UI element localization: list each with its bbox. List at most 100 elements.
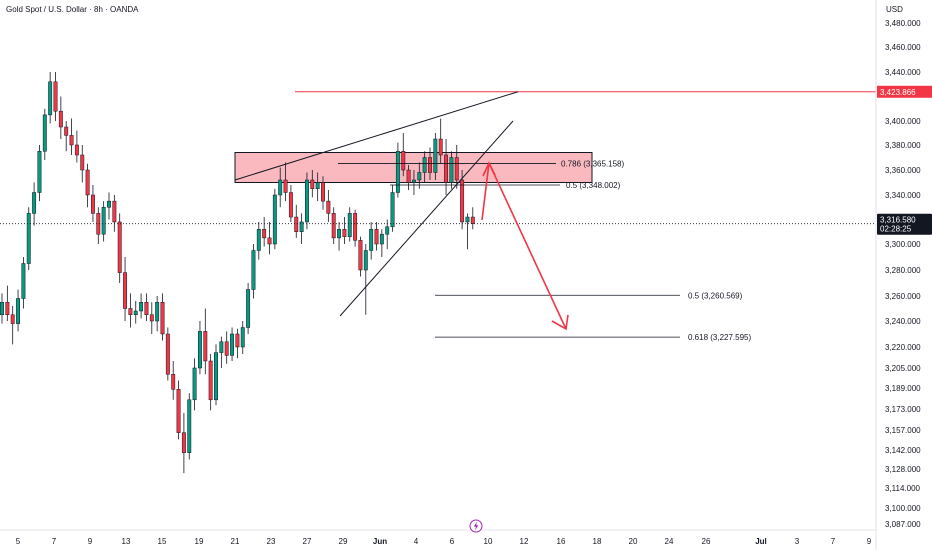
candle-body xyxy=(112,200,117,223)
candle-body xyxy=(48,81,53,116)
y-tick-label: 3,260.000 xyxy=(885,292,921,301)
candle-body xyxy=(454,157,459,181)
candle-body xyxy=(374,229,379,245)
countdown-label: 02:28:25 xyxy=(880,225,912,234)
last-price-label: 3,316.580 xyxy=(880,216,916,225)
candle-body xyxy=(321,182,325,202)
candle-body xyxy=(363,250,368,271)
y-tick-label: 3,240.000 xyxy=(885,317,921,326)
candle-body xyxy=(262,229,267,239)
x-tick-label: 10 xyxy=(484,537,493,546)
candle-body xyxy=(369,229,374,251)
candle-body xyxy=(412,179,416,183)
y-tick-label: 3,205.000 xyxy=(885,364,921,373)
x-tick-label: Jun xyxy=(373,537,387,546)
candle-body xyxy=(272,194,277,245)
candle-body xyxy=(139,302,144,312)
candle-body xyxy=(315,182,320,189)
candle-body xyxy=(53,81,58,112)
candle-body xyxy=(240,327,245,348)
lightning-badge-icon[interactable] xyxy=(469,519,483,533)
x-tick-label: 3 xyxy=(795,537,800,546)
candle-body xyxy=(305,179,309,223)
fib-level-label: 0.786 (3,365.158) xyxy=(561,160,624,169)
candle-body xyxy=(171,374,176,390)
time-axis: 5 7 9 13 15 19 21 23 27 29 Jun 4 6 10 12 16 18 20 24 26 Jul 3… xyxy=(16,537,872,546)
candle-body xyxy=(117,221,122,273)
candle-body xyxy=(428,157,432,173)
candle-body xyxy=(390,192,395,228)
candle-body xyxy=(149,314,154,322)
candle-body xyxy=(358,240,363,271)
candle-body xyxy=(401,151,406,171)
y-tick-label: 3,360.000 xyxy=(885,166,921,175)
candle-body xyxy=(219,341,224,353)
candle-body xyxy=(58,110,63,128)
candle-body xyxy=(294,216,299,233)
y-tick-label: 3,142.000 xyxy=(885,446,921,455)
x-tick-label: 7 xyxy=(52,537,57,546)
x-tick-label: 23 xyxy=(267,537,276,546)
candle-body xyxy=(16,298,21,324)
candle-body xyxy=(326,200,331,214)
candle-body xyxy=(417,172,422,181)
resistance-price-label: 3,423.866 xyxy=(880,88,916,97)
candle-body xyxy=(267,237,272,245)
y-tick-label: 3,087.000 xyxy=(885,520,921,529)
x-tick-label: 27 xyxy=(303,537,312,546)
candle-body xyxy=(64,126,69,136)
candle-body xyxy=(438,138,443,156)
candle-body xyxy=(433,138,438,173)
candle-body xyxy=(21,263,26,299)
resistance-price-tag xyxy=(877,85,932,98)
candle-body xyxy=(187,399,192,453)
candle-body xyxy=(0,302,4,315)
candle-body xyxy=(69,135,74,146)
candle-body xyxy=(235,333,240,348)
y-tick-label: 3,157.000 xyxy=(885,426,921,435)
candle-body xyxy=(246,289,251,328)
candle-body xyxy=(395,151,400,193)
candle-body xyxy=(283,179,288,193)
candle-body xyxy=(337,229,342,239)
upper-trendline xyxy=(234,91,519,181)
y-tick-label: 3,480.000 xyxy=(885,19,921,28)
fib-level-label: 0.5 (3,260.569) xyxy=(688,291,743,300)
candle-body xyxy=(133,310,138,315)
y-tick-label: 3,300.000 xyxy=(885,240,921,249)
candle-body xyxy=(385,226,390,235)
candle-body xyxy=(192,367,197,401)
candle-body xyxy=(470,216,475,224)
candle-body xyxy=(224,341,229,356)
fib-level-label: 0.5 (3,348.002) xyxy=(566,181,621,190)
candle-body xyxy=(278,179,283,196)
candle-body xyxy=(128,308,133,315)
supply-zone xyxy=(234,152,593,183)
y-tick-label: 3,100.000 xyxy=(885,504,921,513)
y-tick-label: 3,280.000 xyxy=(885,266,921,275)
candle-body xyxy=(80,154,85,171)
candle-body xyxy=(123,272,127,309)
x-tick-label: 21 xyxy=(231,537,240,546)
candle-body xyxy=(91,194,95,214)
candle-body xyxy=(353,213,358,241)
candle-body xyxy=(32,192,37,214)
x-tick-label: 7 xyxy=(831,537,836,546)
candle-body xyxy=(165,333,170,375)
candle-body xyxy=(176,389,181,433)
candle-body xyxy=(160,302,165,335)
candle-body xyxy=(144,302,149,315)
candles-layer xyxy=(0,72,475,474)
candle-body xyxy=(331,213,336,239)
x-tick-label: 4 xyxy=(414,537,419,546)
x-tick-label: 20 xyxy=(629,537,638,546)
price-axis: 3,480.000 3,460.000 3,440.000 3,400.000 3,38… xyxy=(885,19,921,529)
x-tick-label: 26 xyxy=(702,537,711,546)
candle-body xyxy=(37,151,42,193)
x-tick-label: 9 xyxy=(88,537,93,546)
projection-path xyxy=(481,162,567,330)
x-tick-label: 6 xyxy=(450,537,455,546)
x-tick-label: 18 xyxy=(593,537,602,546)
x-tick-label: Jul xyxy=(755,537,767,546)
